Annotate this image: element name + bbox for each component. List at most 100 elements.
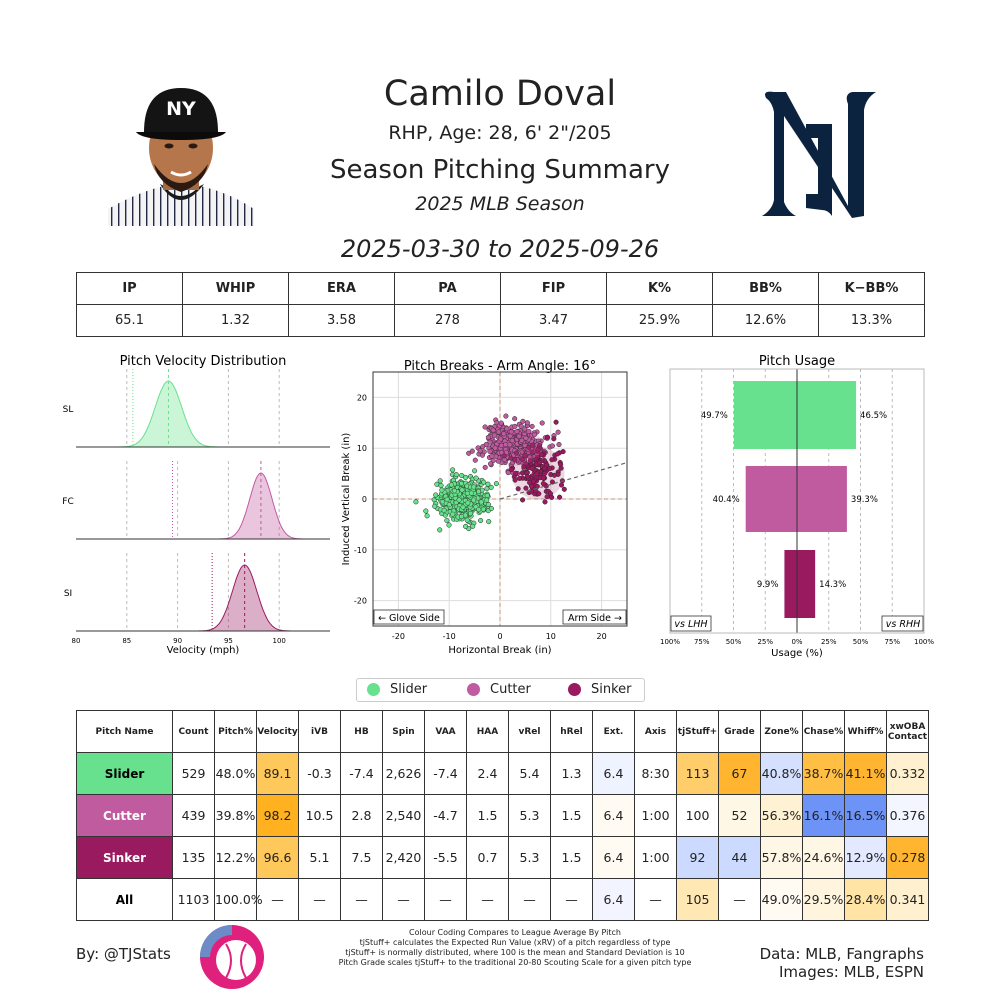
pitch-table-cell: 529 — [172, 752, 215, 795]
break-point-sinker — [542, 499, 548, 505]
break-point-cutter — [505, 470, 511, 476]
pitch-table-header-cell: vRel — [508, 710, 551, 753]
pitch-break-chart: Pitch Breaks - Arm Angle: 16° -20 -10 0 10 20… — [341, 359, 628, 656]
velocity-row-label: FC — [62, 497, 73, 507]
pitch-table-row: Sinker 135 12.2% 96.6 5.1 7.5 2,420 -5.5 0.7 5.3 1… — [76, 836, 929, 879]
y-tick-label: -20 — [354, 597, 367, 606]
x-tick-label: 90 — [173, 637, 182, 645]
break-point-cutter — [488, 461, 494, 467]
pitch-table-cell: 6.4 — [592, 794, 635, 837]
vs-lhh-label: vs LHH — [674, 619, 707, 630]
pitch-table-cell: — — [634, 878, 677, 921]
usage-value-label: 40.4% — [713, 495, 740, 505]
corner-box — [373, 609, 445, 625]
break-point-slider — [448, 482, 455, 488]
break-point-sinker — [515, 486, 521, 492]
usage-bar-rhh-slider — [797, 381, 857, 449]
break-point-slider — [493, 481, 499, 487]
break-point-slider — [459, 487, 465, 493]
pitch-table-cell: 10.5 — [298, 794, 341, 837]
break-point-cutter — [498, 436, 504, 442]
pitch-table-cell: 100 — [676, 794, 719, 837]
break-point-slider — [478, 499, 484, 505]
footnote-line: Colour Coding Compares to League Average… — [409, 928, 621, 937]
usage-value-label: 46.5% — [860, 411, 887, 421]
chart-title: Pitch Velocity Distribution — [120, 354, 287, 369]
break-point-cutter — [516, 433, 522, 439]
velocity-row-label: SI — [64, 589, 72, 599]
plot-frame — [669, 368, 925, 634]
stats-value-cell: 3.58 — [288, 304, 395, 337]
pitch-table-cell: -4.7 — [424, 794, 467, 837]
break-point-sinker — [555, 451, 561, 457]
break-point-cutter — [526, 428, 532, 435]
pitch-table-cell: 105 — [676, 878, 719, 921]
break-point-cutter — [512, 416, 518, 422]
pitch-table-cell: 6.4 — [592, 878, 635, 921]
break-point-cutter — [555, 429, 561, 435]
pitch-table-cell: 113 — [676, 752, 719, 795]
pitch-table-cell: 0.278 — [886, 836, 929, 879]
pitch-table-cell: 40.8% — [760, 752, 803, 795]
break-point-slider — [444, 496, 450, 502]
pitch-table-cell: — — [340, 878, 383, 921]
data-source: Data: MLB, Fangraphs — [759, 945, 924, 963]
break-point-cutter — [472, 457, 478, 463]
pitch-table-cell: 16.5% — [844, 794, 887, 837]
break-point-slider — [481, 479, 487, 485]
y-tick-label: 0 — [362, 495, 367, 504]
pitch-table-header-cell: Velocity — [256, 710, 299, 753]
break-point-cutter — [487, 439, 493, 445]
break-point-sinker — [529, 449, 535, 455]
usage-bar-lhh-slider — [733, 381, 797, 449]
scatter-points — [413, 413, 567, 533]
pitch-table-header-cell: HB — [340, 710, 383, 753]
break-point-slider — [460, 504, 466, 510]
pitch-table-cell: 2,420 — [382, 836, 425, 879]
break-point-sinker — [529, 465, 535, 472]
break-point-sinker — [526, 444, 532, 450]
break-point-sinker — [520, 457, 526, 463]
usage-bar-lhh-cutter — [745, 466, 797, 532]
usage-value-label: 14.3% — [819, 580, 846, 590]
pitch-table-row: All 1103 100.0% — — — — — — — —6.4—105—49.0% 29.5% 2… — [76, 878, 929, 921]
break-point-cutter — [477, 448, 483, 454]
break-point-cutter — [523, 435, 529, 441]
pitch-table-cell: 16.1% — [802, 794, 845, 837]
corner-box — [670, 615, 712, 632]
break-point-slider — [486, 519, 492, 525]
break-point-sinker — [549, 457, 555, 463]
pitch-table-cell: 7.5 — [340, 836, 383, 879]
team-logo — [762, 91, 876, 218]
break-point-cutter — [485, 434, 491, 440]
break-point-cutter — [509, 438, 515, 444]
break-point-cutter — [549, 443, 555, 449]
date-range: 2025-03-30 to 2025-09-26 — [340, 235, 660, 263]
pitch-table-cell: 5.1 — [298, 836, 341, 879]
break-point-slider — [446, 522, 452, 528]
stats-value-cell: 3.47 — [500, 304, 607, 337]
pitch-table-cell: 8:30 — [634, 752, 677, 795]
pitch-table-cell: 6.4 — [592, 836, 635, 879]
pitch-table-cell: 1:00 — [634, 794, 677, 837]
stats-header-cell: FIP — [500, 272, 607, 305]
pitch-table-cell: — — [550, 878, 593, 921]
pitch-table-cell: -7.4 — [424, 752, 467, 795]
pitch-table-header-cell: VAA — [424, 710, 467, 753]
stats-header-cell: ERA — [288, 272, 395, 305]
pitch-name-cell: Cutter — [76, 794, 173, 837]
break-point-cutter — [503, 413, 509, 419]
stats-header-cell: IP — [76, 272, 183, 305]
pitch-table-cell: 2.8 — [340, 794, 383, 837]
break-point-sinker — [527, 458, 533, 464]
stats-value-cell: 278 — [394, 304, 501, 337]
break-density-slider — [438, 480, 487, 521]
stats-value-cell: 25.9% — [606, 304, 713, 337]
vs-rhh-label: vs RHH — [886, 619, 920, 630]
break-point-cutter — [479, 452, 485, 458]
x-tick-label: 0% — [791, 638, 802, 646]
pitch-table-cell: 100.0% — [214, 878, 263, 921]
break-point-slider — [456, 497, 462, 503]
pitch-table-cell: 29.5% — [802, 878, 845, 921]
corner-box — [881, 615, 924, 632]
